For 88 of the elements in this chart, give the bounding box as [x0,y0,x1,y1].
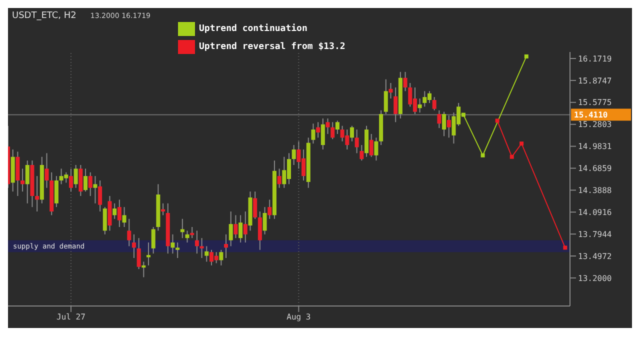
candlestick [117,199,122,228]
candlestick [74,164,78,188]
candlestick [170,234,175,254]
candlestick [185,230,190,243]
candlestick [151,226,156,254]
candlestick [418,98,422,114]
y-tick-label: 15.2803 [578,120,612,130]
candlestick [350,125,354,142]
x-tick-label: Jul 27 [56,312,86,322]
candlestick [234,214,238,239]
candlestick [200,238,204,259]
candlestick [388,82,393,100]
candlestick [136,238,141,270]
candlestick [262,206,267,235]
candlestick [98,180,102,212]
y-tick-label: 13.4972 [578,252,612,261]
candlestick [25,160,30,204]
x-tick-label: Aug 3 [286,312,311,322]
point [563,246,568,250]
candlestick [35,176,40,212]
ref-line-label: 15.4110 [574,110,608,120]
candlestick [374,137,378,162]
y-tick-label: 13.2000 [578,274,612,283]
y-tick-label: 13.7944 [578,230,612,239]
candlestick [311,123,316,144]
candlestick [16,151,20,196]
candlestick [180,218,184,239]
candlestick [102,206,107,235]
point [510,154,514,159]
legend-label: Uptrend reversal from $13.2 [199,42,346,52]
candlestick [253,191,258,220]
candlestick [146,242,150,266]
candlestick [93,176,98,204]
point [495,118,500,123]
candlestick [176,242,180,259]
y-tick-label: 15.8747 [578,76,612,86]
point [520,142,524,146]
candlestick [142,261,146,278]
candlestick [384,78,388,115]
candlestick [78,164,83,196]
y-tick-label: 16.1719 [578,54,612,64]
y-tick-label: 14.6859 [578,164,612,174]
y-tick-label: 14.3888 [578,186,612,196]
candlestick [330,122,335,140]
candlestick [127,218,132,247]
candlestick [326,118,330,134]
candlestick [320,118,325,150]
candlestick [442,111,446,137]
y-tick-label: 15.5775 [578,98,612,108]
candlestick [228,210,233,247]
candlestick [54,176,58,208]
candlestick [316,122,320,138]
candlestick [292,144,296,166]
point [524,54,528,58]
candlestick [112,202,117,220]
candlestick [243,210,248,243]
candlestick [432,96,436,111]
candlestick [88,172,92,196]
candlestick [44,152,49,188]
candlestick [190,226,194,239]
candlestick [194,230,199,254]
legend-label: Uptrend continuation [199,24,308,34]
candlestick [360,144,364,162]
point [461,112,466,117]
candlestick [437,110,442,129]
candlestick [394,86,398,123]
y-tick-label: 14.9831 [578,142,612,152]
candlestick [20,168,25,192]
candlestick [369,133,374,158]
candlestick [84,168,88,192]
point [480,153,485,158]
candlestick [224,234,228,259]
candlestick [204,246,209,262]
candlestick [132,234,136,259]
candlestick [335,120,340,134]
candlestick [122,206,126,228]
candlestick [161,202,166,216]
candlestick [354,129,359,154]
chart-title: USDT_ETC, H2 [12,11,76,21]
candlestick [219,249,224,266]
y-tick-label: 14.0916 [578,208,612,217]
candlestick [403,71,408,92]
candlestick [364,125,369,158]
candlestick [238,214,243,243]
candlestick [277,168,282,188]
candlestick [268,199,272,220]
candlestick [446,115,451,138]
candlestick [258,210,262,250]
